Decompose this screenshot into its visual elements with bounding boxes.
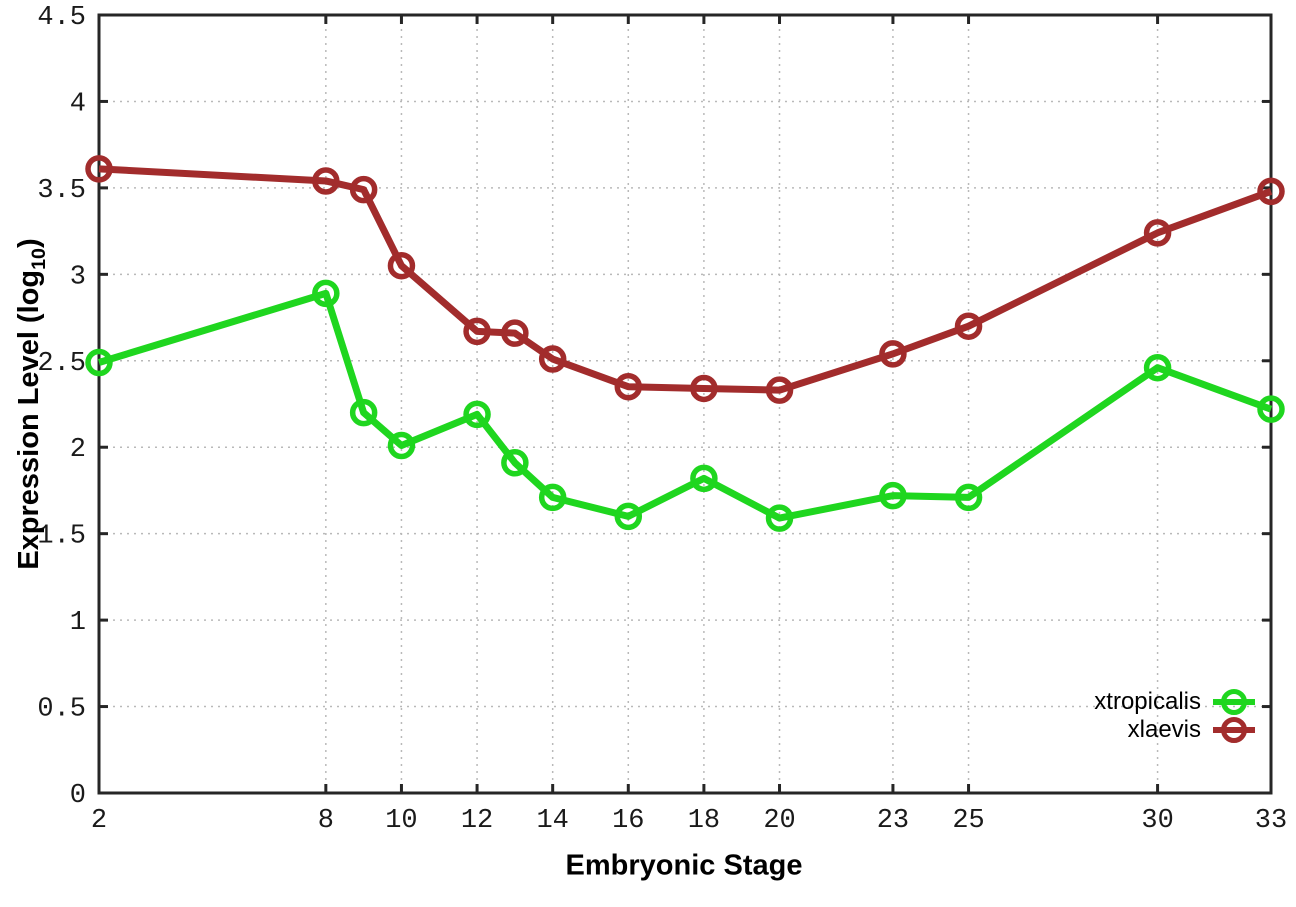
series-xlaevis (85, 155, 1285, 404)
x-tick-label: 30 (1141, 806, 1173, 836)
x-tick-label: 33 (1255, 806, 1287, 836)
series-xlaevis-marker (387, 251, 416, 280)
series-xlaevis-marker (614, 372, 643, 401)
gridlines (99, 15, 1271, 793)
series-xlaevis-marker (85, 155, 113, 183)
x-tick-label: 16 (612, 806, 644, 836)
y-tick-label: 4 (70, 89, 86, 119)
x-tick-label: 10 (385, 806, 417, 836)
y-axis-title-end: ) (13, 238, 46, 248)
series-xlaevis-marker (538, 345, 567, 373)
y-tick-label: 0.5 (37, 695, 86, 725)
series-xlaevis-marker (954, 312, 983, 340)
y-tick-label: 1 (70, 608, 86, 638)
series-xtropicalis-marker (1143, 353, 1172, 382)
legend-row-xlaevis: xlaevis (1094, 716, 1256, 744)
series-xlaevis-marker (312, 167, 340, 195)
series-xtropicalis-marker (765, 504, 794, 532)
series-xlaevis-marker (463, 317, 491, 346)
series-xtropicalis-marker (387, 431, 416, 460)
series-xtropicalis-marker (879, 481, 907, 510)
legend-marker-xtropicalis-icon (1213, 689, 1255, 715)
series-xtropicalis-marker (538, 483, 567, 512)
series-xlaevis-marker (349, 175, 378, 204)
legend: xtropicalis xlaevis (1094, 688, 1256, 744)
series-xtropicalis-marker (349, 398, 378, 427)
series-xtropicalis-marker (312, 279, 340, 308)
y-tick-label: 2.5 (37, 349, 86, 379)
x-tick-label: 14 (536, 806, 568, 836)
y-axis-title-subscript: 10 (27, 247, 50, 270)
series-xlaevis-marker (1257, 177, 1285, 206)
y-tick-label: 3 (70, 262, 86, 292)
x-tick-label: 20 (763, 806, 795, 836)
x-tick-label: 25 (952, 806, 984, 836)
tick-marks (97, 13, 1273, 795)
series-xlaevis-marker (765, 376, 794, 404)
legend-marker-xlaevis-icon (1213, 717, 1255, 743)
series-xtropicalis-marker (690, 464, 718, 493)
series-xlaevis-marker (879, 340, 907, 368)
y-tick-label: 0 (70, 781, 86, 811)
legend-label-xtropicalis: xtropicalis (1094, 688, 1201, 715)
x-tick-label: 12 (461, 806, 493, 836)
series-xtropicalis-marker (85, 348, 113, 377)
y-tick-label: 3.5 (37, 176, 86, 206)
y-tick-label: 4.5 (37, 3, 86, 33)
series-xlaevis-marker (1143, 219, 1172, 247)
series-xtropicalis-marker (954, 483, 983, 512)
y-tick-label: 1.5 (37, 522, 86, 552)
series-xlaevis-marker (501, 319, 529, 347)
y-axis-tick-labels: 0 0.5 1 1.5 2 2.5 3 3.5 4 4.5 (37, 3, 86, 811)
y-axis-title: Expression Level (log10) (13, 238, 51, 569)
x-axis-tick-labels: 2 8 10 12 14 16 18 20 23 25 30 33 (91, 806, 1287, 836)
x-tick-label: 23 (877, 806, 909, 836)
series-xtropicalis-marker (463, 400, 491, 429)
series-xlaevis-marker (690, 374, 718, 403)
series-xtropicalis-line (97, 289, 1273, 522)
series-xlaevis-line (98, 165, 1273, 394)
y-axis-title-main: Expression Level (log (13, 269, 46, 570)
legend-row-xtropicalis: xtropicalis (1094, 688, 1256, 716)
x-tick-label: 2 (91, 806, 107, 836)
series-xtropicalis-marker (614, 502, 643, 531)
x-axis-title: Embryonic Stage (565, 849, 803, 882)
x-tick-label: 18 (688, 806, 720, 836)
plot-border (97, 13, 1273, 795)
y-tick-label: 2 (70, 435, 86, 465)
series-xtropicalis (85, 279, 1285, 532)
legend-label-xlaevis: xlaevis (1127, 716, 1201, 743)
x-tick-label: 8 (318, 806, 334, 836)
series-xtropicalis-marker (501, 449, 529, 477)
series-xtropicalis-marker (1257, 395, 1285, 423)
